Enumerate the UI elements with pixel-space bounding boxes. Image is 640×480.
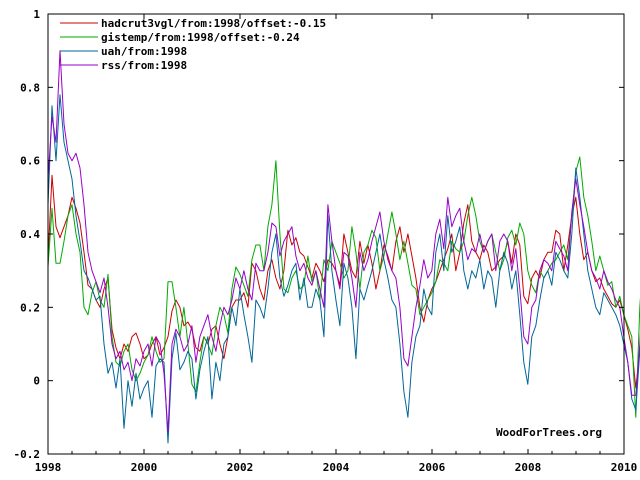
y-tick-label: 0 <box>33 375 40 388</box>
y-tick-label: -0.2 <box>14 448 41 461</box>
x-tick-label: 2010 <box>611 461 638 474</box>
y-tick-label: 0.8 <box>20 81 40 94</box>
legend-label-1: hadcrut3vgl/from:1998/offset:-0.15 <box>101 17 326 30</box>
axis-layer: 1998 2000 2002 2004 2006 2008 2010 -0.2 0 0.2 0.4 0… <box>14 8 638 474</box>
legend: hadcrut3vgl/from:1998/offset:-0.15gistem… <box>60 17 326 72</box>
legend-label-2: gistemp/from:1998/offset:-0.24 <box>101 31 300 44</box>
series-line-4 <box>47 50 640 433</box>
legend-label-3: uah/from:1998 <box>101 45 187 58</box>
legend-label-4: rss/from:1998 <box>101 59 187 72</box>
series-layer <box>47 50 640 444</box>
x-tick-label: 2002 <box>227 461 254 474</box>
y-tick-label: 0.4 <box>20 228 40 241</box>
watermark: WoodForTrees.org <box>496 426 602 439</box>
x-tick-label: 1998 <box>35 461 62 474</box>
y-tick-label: 0.2 <box>20 301 40 314</box>
y-tick-label: 1 <box>33 8 40 21</box>
x-tick-label: 2004 <box>323 461 350 474</box>
series-line-3 <box>47 94 640 444</box>
y-tick-label: 0.6 <box>20 155 40 168</box>
x-tick-label: 2000 <box>131 461 158 474</box>
series-line-1 <box>47 174 640 389</box>
x-tick-label: 2006 <box>419 461 446 474</box>
x-tick-label: 2008 <box>515 461 542 474</box>
